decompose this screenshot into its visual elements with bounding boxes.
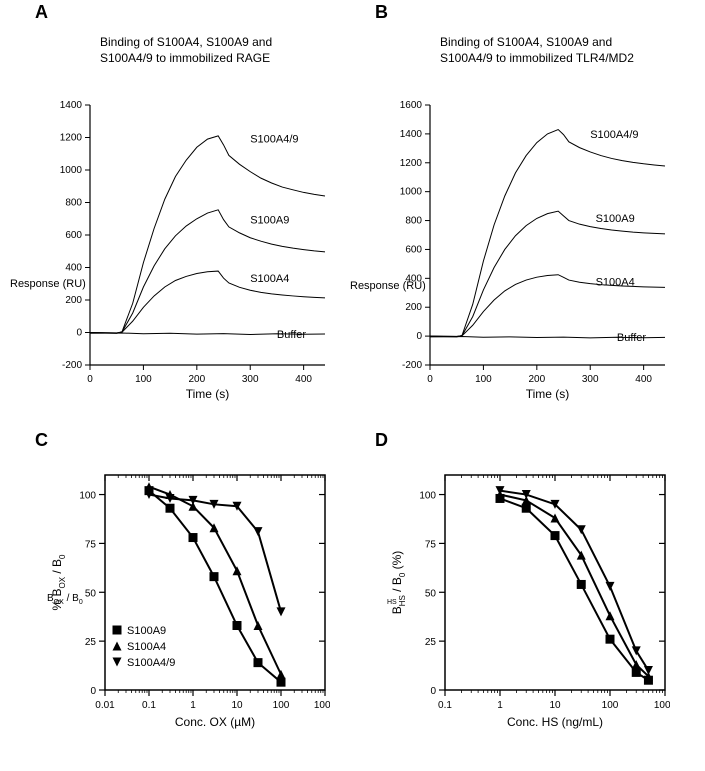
ylabel-overlay: Response (RU) <box>350 280 426 292</box>
svg-text:200: 200 <box>528 374 545 385</box>
svg-text:0: 0 <box>427 374 433 385</box>
panel-label-B: B <box>375 2 388 23</box>
svg-text:1000: 1000 <box>314 700 330 711</box>
svg-text:0.1: 0.1 <box>438 700 452 711</box>
svg-text:Time (s): Time (s) <box>526 387 570 401</box>
svg-text:S100A9: S100A9 <box>250 215 289 227</box>
svg-text:1: 1 <box>497 700 503 711</box>
panel-label-C: C <box>35 430 48 451</box>
svg-text:800: 800 <box>65 198 82 209</box>
svg-text:800: 800 <box>405 216 422 227</box>
chart-title-line1: Binding of S100A4, S100A9 and <box>100 35 272 49</box>
svg-text:1000: 1000 <box>654 700 670 711</box>
panel-label-A: A <box>35 2 48 23</box>
svg-text:Buffer: Buffer <box>617 332 646 344</box>
svg-text:1000: 1000 <box>60 165 83 176</box>
svg-text:Time (s): Time (s) <box>186 387 230 401</box>
svg-text:0.01: 0.01 <box>95 700 115 711</box>
ylabel-overlay: Response (RU) <box>10 278 86 290</box>
svg-text:0: 0 <box>90 686 96 697</box>
svg-text:-200: -200 <box>402 360 422 371</box>
svg-text:400: 400 <box>295 374 312 385</box>
chart-D: 0.111010010000255075100Conc. HS (ng/mL) <box>385 465 670 735</box>
svg-text:100: 100 <box>135 374 152 385</box>
svg-text:600: 600 <box>405 244 422 255</box>
svg-text:S100A4: S100A4 <box>127 641 166 653</box>
svg-text:400: 400 <box>65 263 82 274</box>
svg-text:200: 200 <box>65 295 82 306</box>
svg-text:10: 10 <box>231 700 243 711</box>
svg-text:100: 100 <box>475 374 492 385</box>
svg-text:1400: 1400 <box>400 129 423 140</box>
svg-text:Conc. HS (ng/mL): Conc. HS (ng/mL) <box>507 715 603 729</box>
svg-text:300: 300 <box>582 374 599 385</box>
svg-text:200: 200 <box>405 302 422 313</box>
svg-text:S100A4/9: S100A4/9 <box>127 657 175 669</box>
svg-text:S100A9: S100A9 <box>596 213 635 225</box>
svg-text:Buffer: Buffer <box>277 329 306 341</box>
svg-text:0: 0 <box>76 328 82 339</box>
svg-text:1600: 1600 <box>400 100 423 111</box>
chart-title-line2: S100A4/9 to immobilized TLR4/MD2 <box>440 51 634 65</box>
ylabel-overlay: BOX / B0 <box>47 593 83 606</box>
svg-text:0: 0 <box>87 374 93 385</box>
svg-text:1200: 1200 <box>400 158 423 169</box>
chart-title-line2: S100A4/9 to immobilized RAGE <box>100 51 270 65</box>
svg-text:1400: 1400 <box>60 100 83 111</box>
svg-text:Conc. OX (µM): Conc. OX (µM) <box>175 715 255 729</box>
svg-text:200: 200 <box>188 374 205 385</box>
svg-text:100: 100 <box>273 700 290 711</box>
svg-text:S100A4: S100A4 <box>596 277 635 289</box>
svg-text:S100A4: S100A4 <box>250 273 289 285</box>
panel-label-D: D <box>375 430 388 451</box>
svg-text:S100A4/9: S100A4/9 <box>250 133 298 145</box>
svg-text:400: 400 <box>635 374 652 385</box>
svg-text:S100A4/9: S100A4/9 <box>590 129 638 141</box>
svg-text:300: 300 <box>242 374 259 385</box>
svg-text:S100A9: S100A9 <box>127 625 166 637</box>
chart-title-line1: Binding of S100A4, S100A9 and <box>440 35 612 49</box>
svg-text:1000: 1000 <box>400 187 423 198</box>
svg-text:100: 100 <box>602 700 619 711</box>
chart-B: 0100200300400-20002004006008001000120014… <box>375 95 670 405</box>
ylabel-overlay: HS <box>387 593 397 606</box>
svg-text:0: 0 <box>430 686 436 697</box>
svg-text:0.1: 0.1 <box>142 700 156 711</box>
chart-A: 0 100 200 300 400 -200 0 200 400 600 800 1000 1200 14… <box>35 95 330 405</box>
svg-text:1200: 1200 <box>60 133 83 144</box>
svg-text:1: 1 <box>190 700 196 711</box>
svg-text:10: 10 <box>549 700 561 711</box>
svg-text:-200: -200 <box>62 360 82 371</box>
chart-C: 0.010.111010010000255075100Conc. OX (µM)… <box>45 465 330 735</box>
svg-text:600: 600 <box>65 230 82 241</box>
svg-text:0: 0 <box>416 331 422 342</box>
